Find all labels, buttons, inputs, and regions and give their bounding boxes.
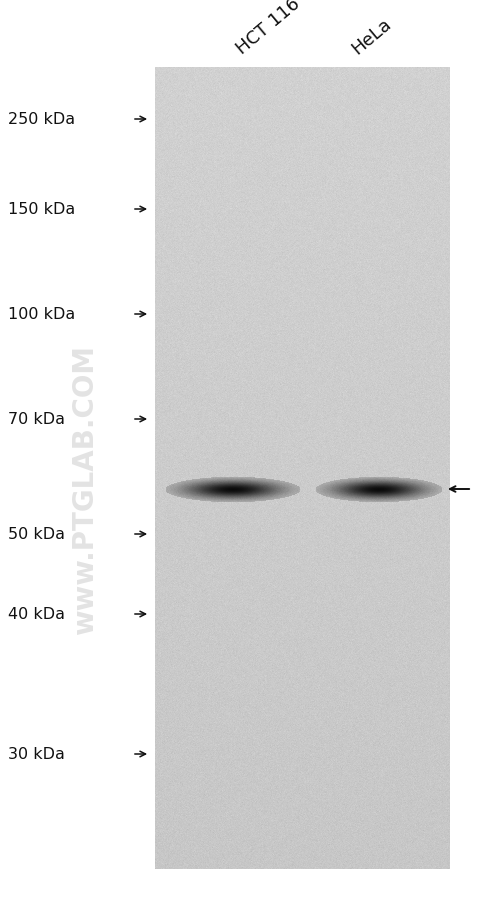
Text: 250 kDa: 250 kDa <box>8 113 75 127</box>
Text: 100 kDa: 100 kDa <box>8 308 75 322</box>
Text: www.PTGLAB.COM: www.PTGLAB.COM <box>71 345 99 634</box>
Text: 70 kDa: 70 kDa <box>8 412 65 427</box>
Text: HCT 116: HCT 116 <box>233 0 304 58</box>
Text: 150 kDa: 150 kDa <box>8 202 75 217</box>
Text: 40 kDa: 40 kDa <box>8 607 65 621</box>
Text: HeLa: HeLa <box>348 14 395 58</box>
Text: 50 kDa: 50 kDa <box>8 527 65 542</box>
Text: 30 kDa: 30 kDa <box>8 747 65 761</box>
